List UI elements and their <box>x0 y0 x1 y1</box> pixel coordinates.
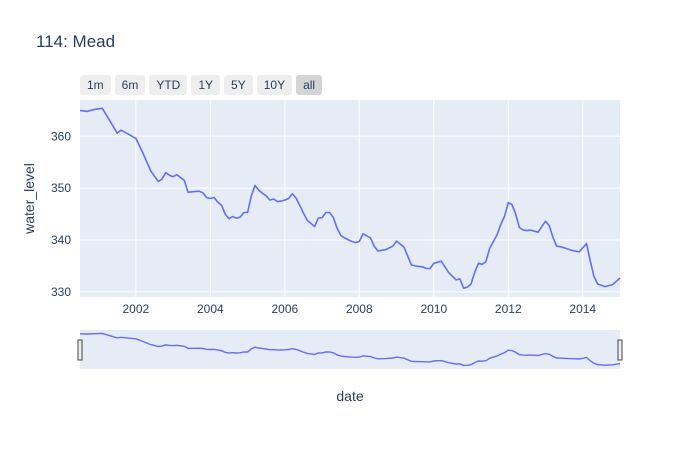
y-tick-label: 330 <box>51 285 71 299</box>
y-tick-label: 350 <box>51 181 71 195</box>
range-button-5y[interactable]: 5Y <box>224 75 253 95</box>
range-slider-line <box>79 332 621 367</box>
x-tick-labels: 2002 2004 2006 2008 2010 2012 2014 <box>123 302 597 316</box>
range-button-all[interactable]: all <box>296 75 323 95</box>
range-button-6m[interactable]: 6m <box>114 75 146 95</box>
x-axis-title: date <box>336 388 363 404</box>
range-slider-right-handle[interactable] <box>617 339 623 361</box>
x-tick-label: 2002 <box>123 302 150 316</box>
x-tick-label: 2010 <box>420 302 447 316</box>
range-slider-left-handle[interactable] <box>77 339 83 361</box>
y-axis-title: water_level <box>21 163 37 235</box>
x-tick-label: 2004 <box>197 302 224 316</box>
series-line[interactable] <box>79 107 621 289</box>
y-tick-label: 340 <box>51 233 71 247</box>
range-button-1y[interactable]: 1Y <box>191 75 221 95</box>
plot-area[interactable] <box>80 100 620 297</box>
x-tick-label: 2014 <box>569 302 596 316</box>
x-tick-label: 2008 <box>346 302 373 316</box>
range-slider[interactable] <box>80 330 620 369</box>
chart-title: 114: Mead <box>36 32 116 51</box>
range-button-10y[interactable]: 10Y <box>256 75 293 95</box>
x-tick-label: 2006 <box>271 302 298 316</box>
x-tick-label: 2012 <box>495 302 522 316</box>
range-selector: 1m 6m YTD 1Y 5Y 10Y all <box>80 75 323 95</box>
range-button-ytd[interactable]: YTD <box>149 75 188 95</box>
range-button-1m[interactable]: 1m <box>80 75 111 95</box>
y-tick-labels: 330 340 350 360 <box>51 129 71 299</box>
y-tick-label: 360 <box>51 129 71 143</box>
